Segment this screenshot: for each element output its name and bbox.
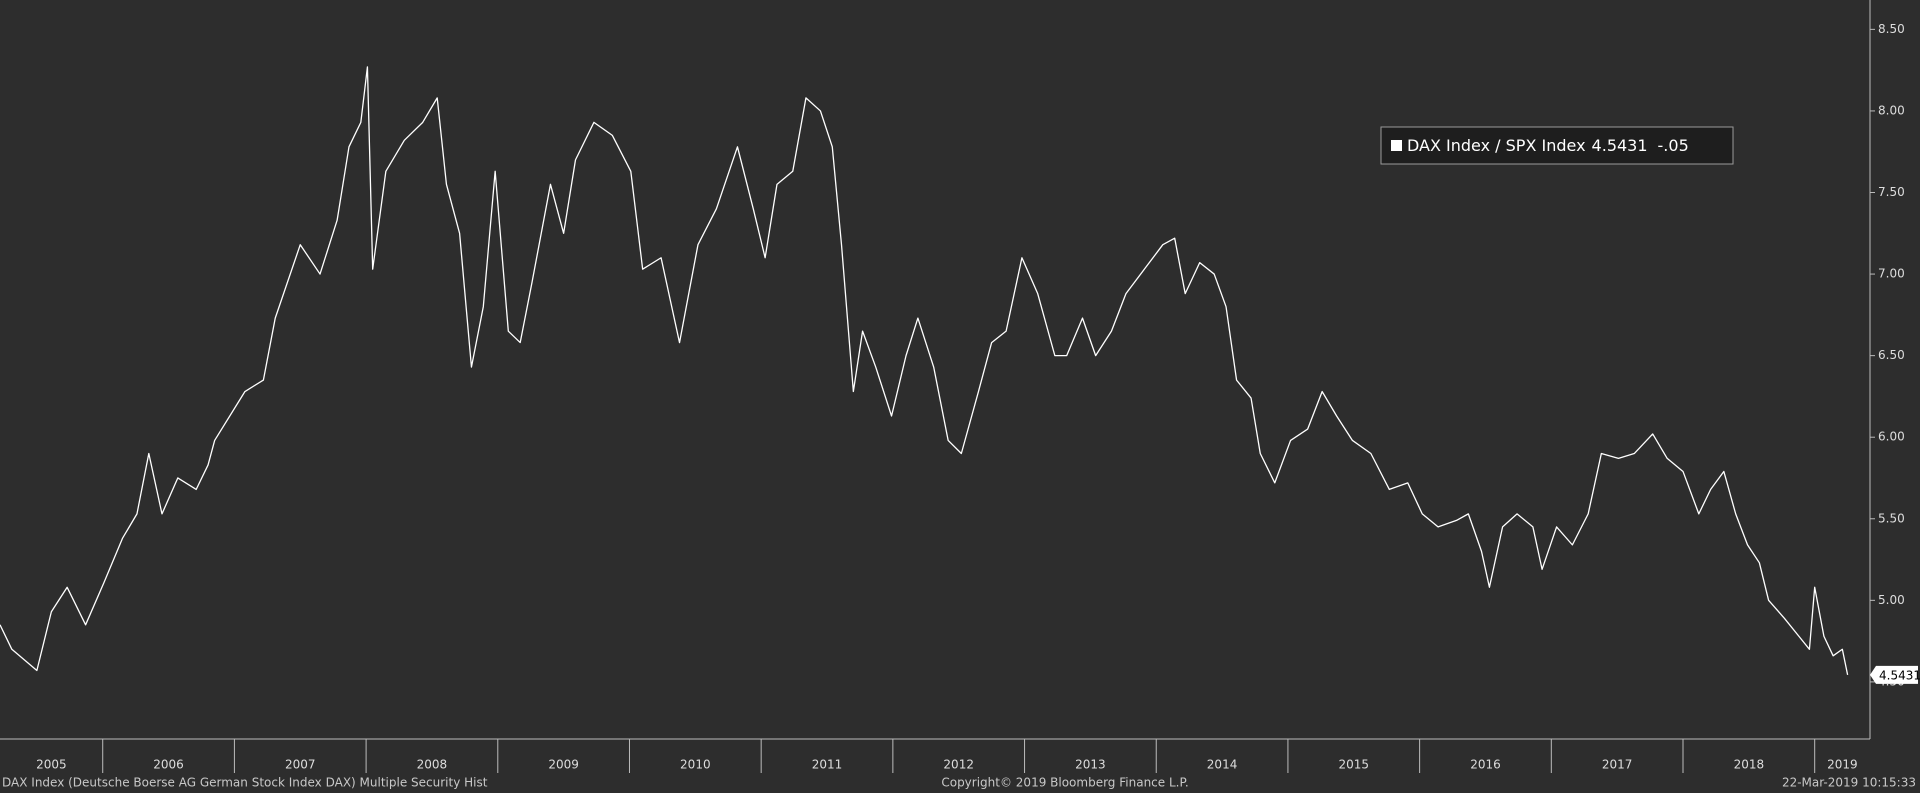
x-tick-label: 2008: [417, 758, 448, 772]
x-tick-label: 2011: [812, 758, 843, 772]
x-tick-label: 2019: [1827, 758, 1858, 772]
legend-box: [1380, 126, 1734, 165]
y-tick-label: 6.00: [1878, 430, 1905, 444]
last-value-label: 4.5431: [1879, 668, 1920, 682]
y-tick-label: 8.50: [1878, 22, 1905, 36]
x-tick-label: 2005: [36, 758, 67, 772]
x-tick-label: 2015: [1339, 758, 1370, 772]
x-tick-label: 2018: [1734, 758, 1765, 772]
y-tick-label: 5.00: [1878, 593, 1905, 607]
x-tick-label: 2012: [943, 758, 974, 772]
series-line: [0, 66, 1849, 676]
footer-left: DAX Index (Deutsche Boerse AG German Sto…: [2, 776, 488, 790]
legend-change: -.05: [1658, 136, 1689, 155]
x-tick-label: 2010: [680, 758, 711, 772]
x-tick-label: 2017: [1602, 758, 1633, 772]
last-value-tag: [1870, 665, 1918, 684]
y-tick-label: 6.50: [1878, 348, 1905, 362]
footer-center: Copyright© 2019 Bloomberg Finance L.P.: [941, 776, 1188, 790]
x-tick-label: 2007: [285, 758, 316, 772]
x-tick-label: 2009: [548, 758, 579, 772]
x-tick-label: 2016: [1470, 758, 1501, 772]
footer-right: 22-Mar-2019 10:15:33: [1782, 776, 1916, 790]
y-tick-label: 7.50: [1878, 185, 1905, 199]
x-tick-label: 2013: [1075, 758, 1106, 772]
x-tick-label: 2014: [1207, 758, 1238, 772]
legend-swatch: [1391, 140, 1402, 151]
legend-name: DAX Index / SPX Index: [1407, 136, 1586, 155]
y-tick-label: 7.00: [1878, 267, 1905, 281]
y-tick-label: 5.50: [1878, 511, 1905, 525]
legend: DAX Index / SPX Index 4.5431 -.05: [1380, 126, 1734, 165]
legend-last-value: 4.5431: [1592, 136, 1648, 155]
legend-text: DAX Index / SPX Index 4.5431 -.05: [1407, 136, 1689, 155]
y-tick-label: 8.00: [1878, 103, 1905, 117]
x-tick-label: 2006: [153, 758, 184, 772]
